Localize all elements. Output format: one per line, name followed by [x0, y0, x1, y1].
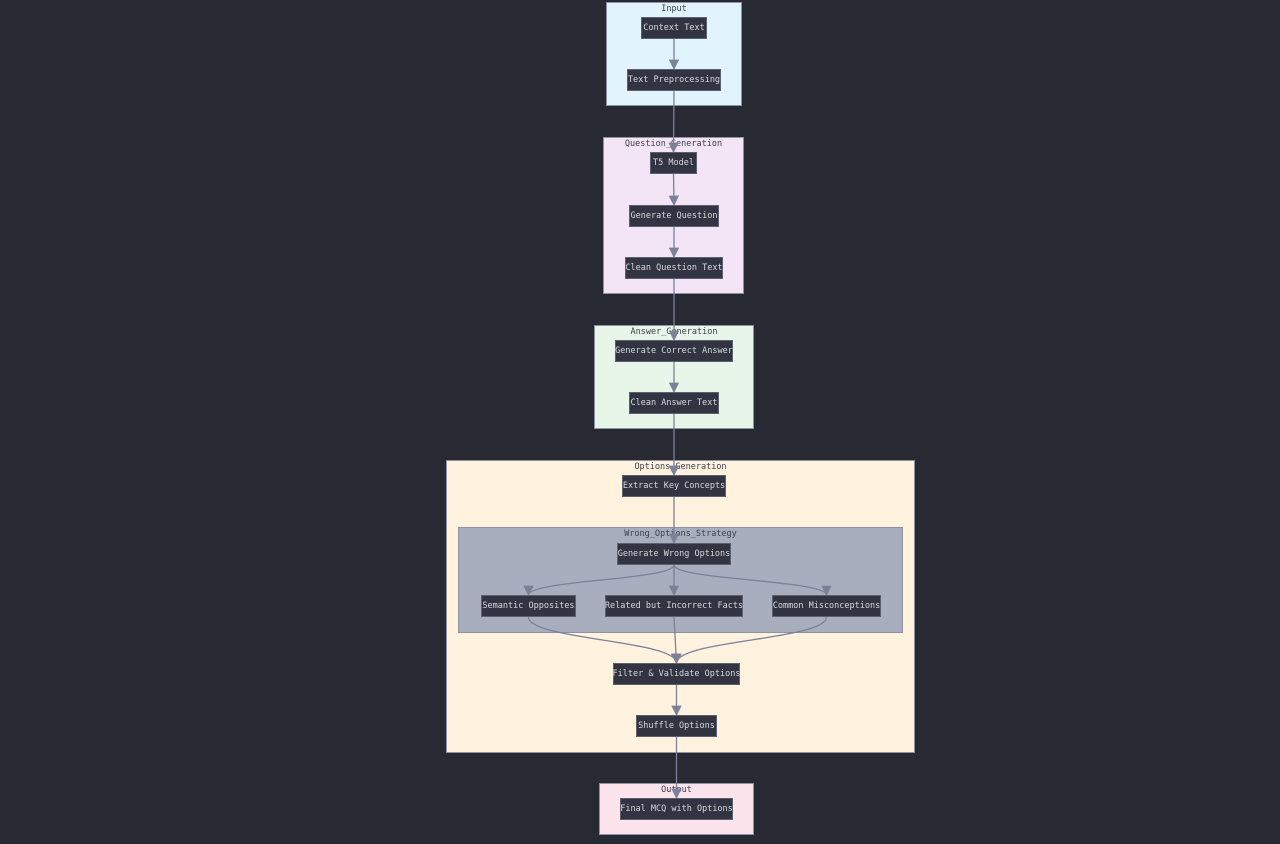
- node-extract-key-concepts[interactable]: Extract Key Concepts: [622, 475, 726, 497]
- node-generate-correct-answer[interactable]: Generate Correct Answer: [615, 340, 733, 362]
- edge-t5-to-genq: [668, 173, 680, 207]
- edge-preprocess-to-t5: [668, 90, 679, 154]
- edge-semantic-to-filter: [527, 616, 682, 665]
- node-text-preprocessing[interactable]: Text Preprocessing: [627, 69, 721, 91]
- cluster-options-generation-label: Options_Generation: [634, 462, 727, 472]
- cluster-input-label: Input: [661, 4, 687, 14]
- node-generate-question[interactable]: Generate Question: [629, 205, 719, 227]
- node-t5-model[interactable]: T5 Model: [650, 152, 697, 174]
- edge-genwrong-to-semantic: [523, 564, 675, 597]
- cluster-wrong-options-strategy-label: Wrong_Options_Strategy: [624, 529, 737, 539]
- edge-genwrong-to-common: [673, 564, 832, 597]
- edge-common-to-filter: [671, 616, 828, 665]
- node-clean-question-text[interactable]: Clean Question Text: [625, 257, 723, 279]
- node-clean-answer-text[interactable]: Clean Answer Text: [629, 392, 719, 414]
- node-semantic-opposites[interactable]: Semantic Opposites: [481, 595, 576, 617]
- node-shuffle-options[interactable]: Shuffle Options: [636, 715, 717, 737]
- node-final-mcq-with-options[interactable]: Final MCQ with Options: [620, 798, 733, 820]
- node-filter-validate-options[interactable]: Filter & Validate Options: [613, 663, 740, 685]
- node-generate-wrong-options[interactable]: Generate Wrong Options: [617, 543, 731, 565]
- node-context-text[interactable]: Context Text: [641, 17, 707, 39]
- node-common-misconceptions[interactable]: Common Misconceptions: [772, 595, 881, 617]
- node-related-but-incorrect-facts[interactable]: Related but Incorrect Facts: [605, 595, 743, 617]
- edge-related-to-filter: [670, 616, 682, 665]
